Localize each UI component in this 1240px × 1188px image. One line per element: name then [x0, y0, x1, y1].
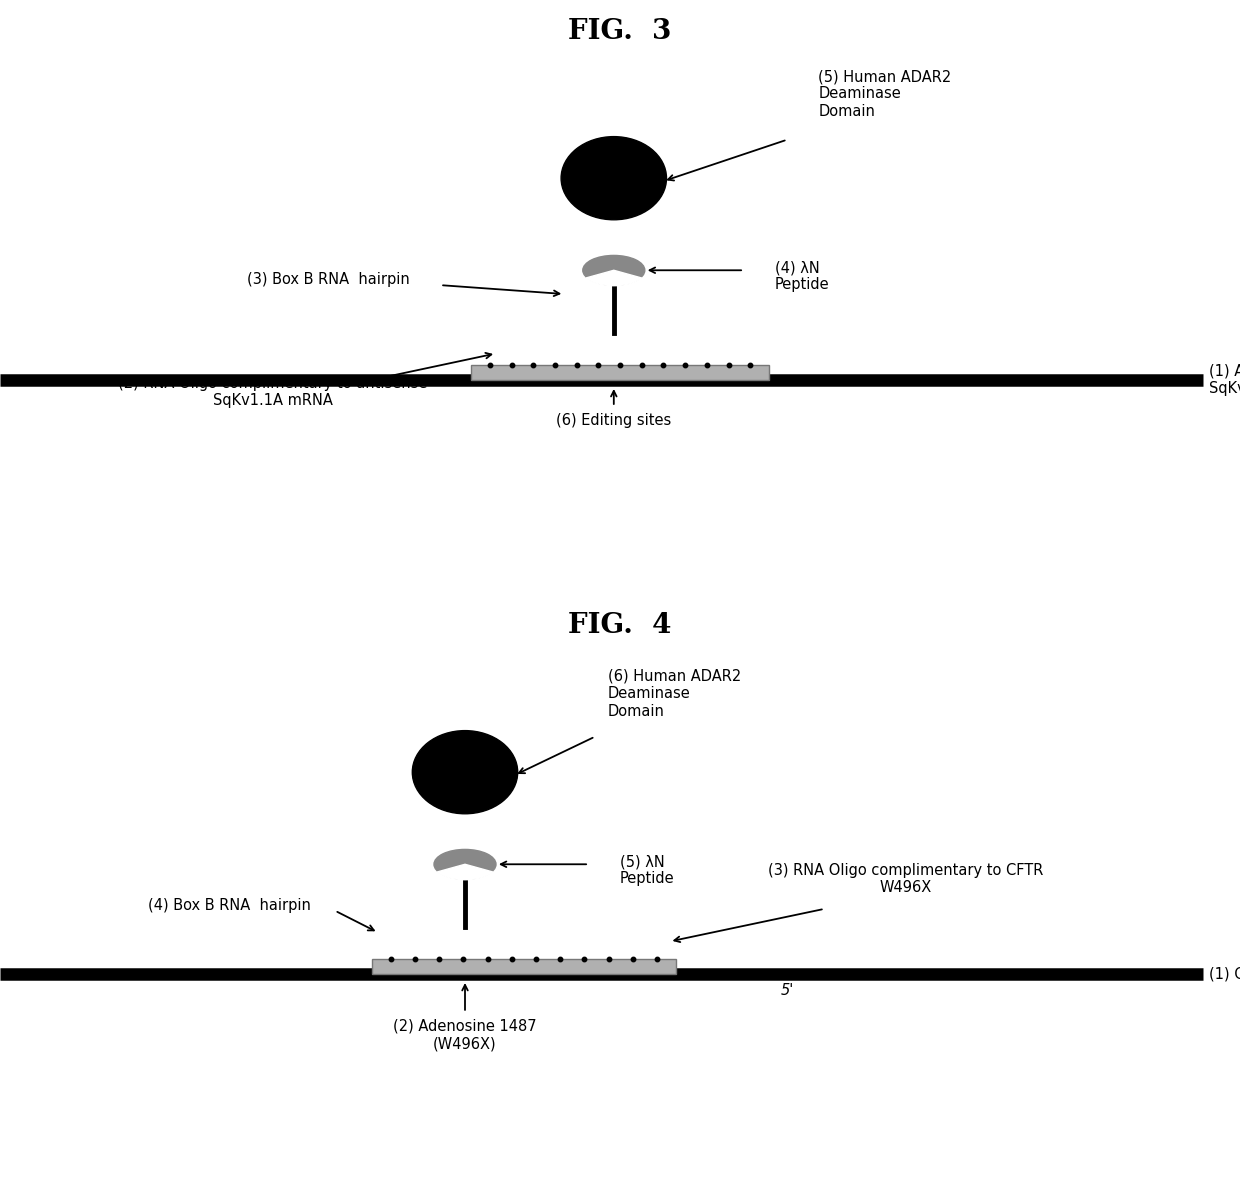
Text: (4) λN
Peptide: (4) λN Peptide: [775, 260, 830, 292]
Bar: [471, 366, 769, 380]
Ellipse shape: [560, 137, 667, 220]
Ellipse shape: [412, 731, 518, 814]
Text: (6) Human ADAR2
Deaminase
Domain: (6) Human ADAR2 Deaminase Domain: [608, 669, 740, 719]
Circle shape: [583, 255, 645, 285]
Text: 5': 5': [781, 984, 795, 998]
Text: (3) Box B RNA  hairpin: (3) Box B RNA hairpin: [247, 272, 410, 286]
Text: (2) RNA Oligo complimentary to antisense
SqKv1.1A mRNA: (2) RNA Oligo complimentary to antisense…: [118, 375, 428, 409]
Text: (3) RNA Oligo complimentary to CFTR
W496X: (3) RNA Oligo complimentary to CFTR W496…: [768, 862, 1043, 896]
Wedge shape: [585, 271, 642, 285]
Text: (2) Adenosine 1487
(W496X): (2) Adenosine 1487 (W496X): [393, 1019, 537, 1051]
Text: (5) λN
Peptide: (5) λN Peptide: [620, 854, 675, 886]
Wedge shape: [436, 865, 494, 879]
Text: (1) CFTR W496X mRNA: (1) CFTR W496X mRNA: [1209, 967, 1240, 981]
Text: (5) Human ADAR2
Deaminase
Domain: (5) Human ADAR2 Deaminase Domain: [818, 69, 951, 119]
Text: (1) Antisense
SqKv1.2A mRNA: (1) Antisense SqKv1.2A mRNA: [1209, 364, 1240, 397]
Bar: [372, 960, 676, 974]
Text: FIG.  4: FIG. 4: [568, 612, 672, 639]
Circle shape: [434, 849, 496, 879]
Text: (6) Editing sites: (6) Editing sites: [557, 413, 671, 428]
Text: (4) Box B RNA  hairpin: (4) Box B RNA hairpin: [148, 898, 311, 914]
Text: FIG.  3: FIG. 3: [568, 18, 672, 45]
